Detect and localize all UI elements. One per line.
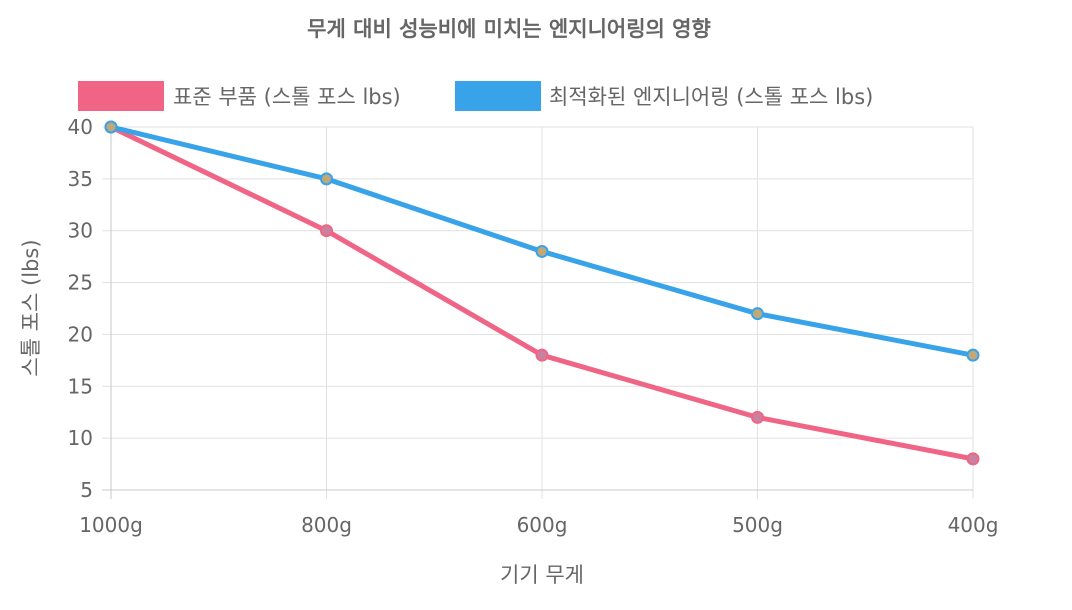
data-point-1-0[interactable] <box>104 120 118 134</box>
legend-label-standard: 표준 부품 (스톨 포스 lbs) <box>173 85 401 109</box>
y-tick-label: 20 <box>68 322 93 346</box>
data-point-0-2[interactable] <box>535 348 549 362</box>
x-tick-label: 600g <box>517 513 568 537</box>
y-tick-label: 5 <box>80 478 93 502</box>
data-point-1-1[interactable] <box>320 172 333 186</box>
legend: 표준 부품 (스톨 포스 lbs) 최적화된 엔지니어링 (스톨 포스 lbs) <box>78 81 873 111</box>
y-axis-title: 스톨 포스 (lbs) <box>19 239 43 376</box>
y-tick-label: 15 <box>68 374 93 398</box>
x-tick-label: 400g <box>948 513 999 537</box>
data-point-1-3[interactable] <box>751 307 764 321</box>
axes: 5 10 15 20 25 30 35 40 1000g 800g 600g 500g 400g <box>68 115 999 537</box>
legend-item-optimized[interactable]: 최적화된 엔지니어링 (스톨 포스 lbs) <box>455 81 873 111</box>
data-point-0-1[interactable] <box>320 224 333 238</box>
data-point-0-4[interactable] <box>966 452 980 466</box>
grid <box>102 126 974 499</box>
data-point-1-4[interactable] <box>966 348 980 362</box>
legend-swatch-standard <box>78 81 164 111</box>
series <box>104 120 980 466</box>
y-tick-label: 25 <box>68 271 93 295</box>
x-tick-label: 500g <box>732 513 783 537</box>
data-point-1-2[interactable] <box>535 244 549 258</box>
x-tick-label: 1000g <box>79 513 143 537</box>
y-tick-label: 30 <box>68 219 93 243</box>
legend-label-optimized: 최적화된 엔지니어링 (스톨 포스 lbs) <box>549 85 873 109</box>
legend-swatch-optimized <box>455 81 541 111</box>
y-tick-label: 10 <box>68 426 93 450</box>
x-axis-title: 기기 무게 <box>500 563 584 587</box>
y-tick-label: 35 <box>68 167 93 191</box>
legend-item-standard[interactable]: 표준 부품 (스톨 포스 lbs) <box>78 81 401 111</box>
y-tick-label: 40 <box>68 115 93 139</box>
chart-title: 무게 대비 성능비에 미치는 엔지니어링의 영향 <box>307 17 711 41</box>
x-tick-label: 800g <box>301 513 352 537</box>
data-point-0-3[interactable] <box>751 410 764 424</box>
